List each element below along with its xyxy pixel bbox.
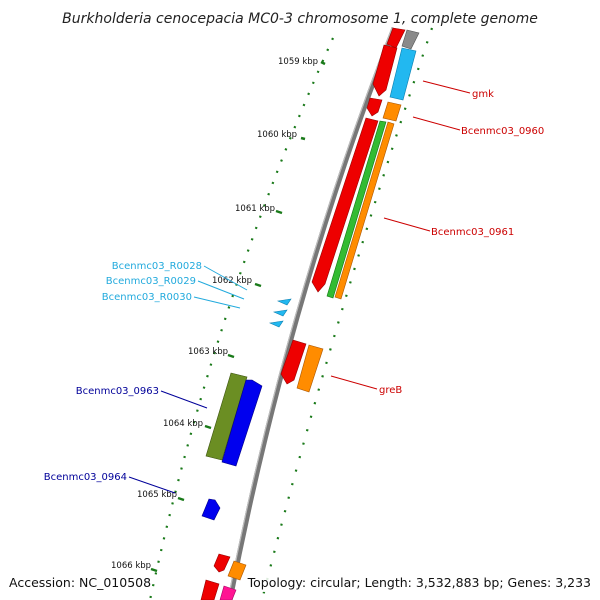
gene-red-bottom-1: [213, 553, 231, 573]
gene-red-small: [366, 97, 383, 117]
gene-red-long: [311, 117, 379, 293]
gene-labels: gmk Bcenmc03_0960 Bcenmc03_0961 greB Bce…: [44, 89, 545, 483]
label-bcenmc03-r0030: Bcenmc03_R0030: [102, 292, 192, 303]
gene-orange-bottom: [227, 560, 247, 581]
label-bcenmc03-r0028: Bcenmc03_R0028: [112, 261, 202, 272]
gene-greB: [296, 344, 324, 393]
outer-tick-ring: [148, 37, 335, 600]
gene-bcenmc03-0961: [334, 121, 395, 300]
gene-bcenmc03-0964: [201, 498, 221, 521]
chromosome-backbone-highlight: [227, 27, 393, 600]
topology-text: Topology: circular; Length: 3,532,883 bp…: [247, 575, 591, 590]
label-bcenmc03-0961: Bcenmc03_0961: [431, 227, 514, 238]
gene-blue-long: [221, 379, 263, 467]
leader-lines: [128, 80, 471, 494]
leader-r0028: [203, 265, 248, 291]
leader-0964: [128, 476, 176, 494]
gene-red-1: [372, 44, 398, 97]
gene-red-bottom-2: [200, 579, 220, 600]
tick-label-1066: 1066 kbp: [111, 561, 151, 571]
tick-label-1063: 1063 kbp: [188, 347, 228, 357]
chromosome-backbone: [227, 27, 397, 600]
forward-features: [200, 27, 420, 600]
gene-gmk: [389, 47, 417, 101]
label-gmk: gmk: [472, 89, 494, 100]
label-greB: greB: [379, 385, 402, 396]
gene-green-long: [326, 120, 387, 299]
label-bcenmc03-0960: Bcenmc03_0960: [461, 126, 544, 137]
trna-r0029: [272, 309, 288, 317]
leader-0961: [383, 217, 431, 232]
gene-red-greB-left: [280, 339, 307, 385]
label-bcenmc03-0964: Bcenmc03_0964: [44, 472, 127, 483]
gene-bcenmc03-0960: [382, 101, 402, 122]
leader-r0029: [197, 280, 245, 300]
leader-gmk: [422, 80, 471, 94]
tick-marks: [150, 60, 326, 573]
footer-backdrop-left: [6, 572, 148, 592]
tick-labels: 1059 kbp 1060 kbp 1061 kbp 1062 kbp 1063…: [111, 57, 318, 571]
trna-r0030: [268, 320, 284, 328]
leader-0960: [412, 116, 461, 131]
tick-label-1061: 1061 kbp: [235, 204, 275, 214]
tick-label-1062: 1062 kbp: [212, 276, 252, 286]
label-bcenmc03-r0029: Bcenmc03_R0029: [106, 276, 196, 287]
tick-label-1059: 1059 kbp: [278, 57, 318, 67]
reverse-features: [201, 298, 292, 521]
gene-bcenmc03-0963: [205, 372, 248, 461]
tick-label-1065: 1065 kbp: [137, 490, 177, 500]
leader-0963: [160, 390, 208, 409]
gene-pink-bottom: [219, 585, 237, 600]
label-bcenmc03-0963: Bcenmc03_0963: [76, 386, 159, 397]
leader-r0030: [193, 296, 241, 309]
leader-greB: [330, 375, 378, 390]
inner-tick-ring: [260, 27, 434, 600]
gene-top-grey: [401, 29, 420, 50]
accession-text: Accession: NC_010508: [9, 575, 151, 590]
map-title: Burkholderia cenocepacia MC0-3 chromosom…: [62, 11, 538, 27]
footer-backdrop-right: [258, 572, 596, 592]
trna-r0028: [276, 298, 292, 306]
tick-label-1060: 1060 kbp: [257, 130, 297, 140]
tick-label-1064: 1064 kbp: [163, 419, 203, 429]
